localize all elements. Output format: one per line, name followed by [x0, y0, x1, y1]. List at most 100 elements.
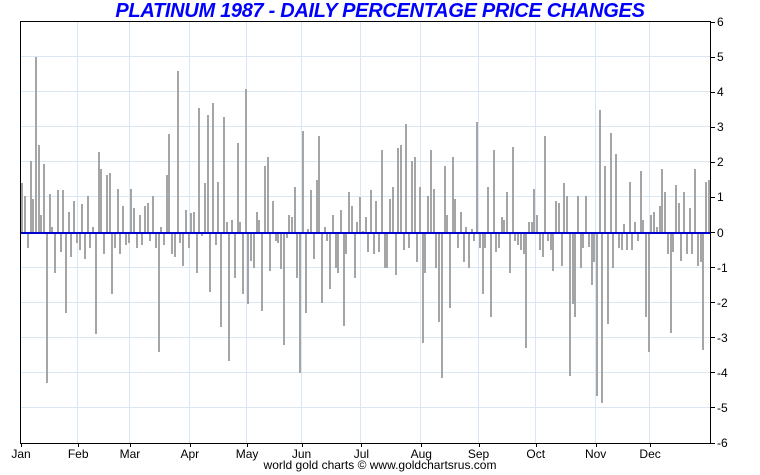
y-axis-label: 1: [717, 190, 724, 205]
daily-change-bar: [694, 169, 696, 233]
daily-change-bar: [680, 232, 683, 261]
y-axis-label: 0: [717, 225, 724, 240]
daily-change-bar: [310, 190, 312, 233]
daily-change-bar: [459, 211, 462, 233]
daily-change-bar: [274, 232, 277, 242]
daily-change-bar: [337, 232, 340, 273]
daily-change-bar: [84, 232, 86, 259]
daily-change-bar: [478, 232, 481, 249]
daily-change-bar: [307, 229, 310, 233]
y-axis-tick: [710, 161, 715, 163]
daily-change-bar: [560, 232, 563, 266]
daily-change-bar: [389, 199, 391, 233]
daily-change-bar: [152, 195, 155, 233]
daily-change-bar: [375, 200, 378, 233]
daily-change-bar: [691, 232, 694, 254]
daily-change-bar: [116, 188, 119, 233]
daily-change-bar: [348, 192, 351, 233]
daily-change-bar: [89, 232, 92, 249]
daily-change-bar: [37, 144, 40, 233]
daily-change-bar: [451, 157, 454, 233]
y-gridline: [21, 126, 710, 128]
daily-change-bar: [675, 185, 677, 233]
daily-change-bar: [56, 190, 59, 233]
daily-change-bar: [135, 232, 138, 249]
daily-change-bar: [277, 232, 280, 243]
daily-change-bar: [67, 211, 70, 233]
y-axis-label: -2: [717, 295, 728, 310]
daily-change-bar: [620, 232, 623, 250]
daily-change-bar: [350, 206, 353, 233]
daily-change-bar: [476, 122, 479, 233]
daily-change-bar: [582, 232, 585, 249]
daily-change-bar: [187, 232, 190, 249]
daily-change-bar: [669, 232, 672, 333]
daily-change-bar: [345, 232, 348, 254]
daily-change-bar: [285, 232, 288, 238]
daily-change-bar: [359, 197, 362, 233]
daily-change-bar: [410, 160, 413, 233]
x-axis-tick: [189, 443, 191, 447]
daily-change-bar: [481, 232, 484, 294]
daily-change-bar: [563, 183, 566, 233]
daily-change-bar: [495, 232, 498, 252]
daily-change-bar: [103, 232, 106, 254]
y-axis-label: 2: [717, 155, 724, 170]
daily-change-bar: [598, 109, 601, 233]
daily-change-bar: [35, 57, 37, 233]
daily-change-bar: [331, 215, 334, 233]
daily-change-bar: [658, 206, 661, 233]
daily-change-bar: [288, 215, 291, 233]
daily-change-bar: [81, 204, 84, 233]
daily-change-bar: [176, 71, 179, 233]
daily-change-bar: [168, 134, 171, 233]
daily-change-bar: [454, 199, 457, 233]
y-axis-label: -4: [717, 365, 728, 380]
y-gridline: [21, 56, 710, 58]
x-axis-label: May: [235, 447, 259, 461]
daily-change-bar: [190, 213, 193, 233]
daily-change-bar: [32, 199, 35, 233]
daily-change-bar: [43, 164, 46, 233]
y-axis-label: -6: [717, 436, 728, 450]
daily-change-bar: [397, 148, 400, 233]
daily-change-bar: [604, 165, 607, 233]
daily-change-bar: [664, 192, 667, 233]
daily-change-bar: [440, 232, 443, 379]
daily-change-bar: [519, 232, 522, 250]
zero-line: [21, 231, 710, 234]
daily-change-bar: [231, 220, 234, 233]
x-axis-tick: [478, 443, 480, 447]
daily-change-bar: [391, 186, 394, 233]
daily-change-bar: [242, 232, 244, 294]
daily-change-bar: [653, 211, 656, 233]
daily-change-bar: [446, 215, 449, 233]
daily-change-bar: [683, 192, 686, 233]
daily-change-bar: [549, 232, 552, 250]
daily-change-bar: [601, 232, 604, 403]
daily-change-bar: [40, 215, 43, 233]
daily-change-bar: [296, 232, 299, 279]
daily-change-bar: [666, 232, 669, 254]
x-axis-label: Oct: [526, 447, 546, 461]
daily-change-bar: [78, 232, 81, 250]
x-axis-label: Feb: [67, 447, 89, 461]
daily-change-bar: [282, 232, 285, 345]
daily-change-bar: [399, 144, 402, 233]
daily-change-bar: [380, 150, 383, 233]
daily-change-bar: [413, 157, 416, 233]
daily-change-bar: [130, 188, 133, 233]
daily-change-bar: [625, 232, 628, 250]
daily-change-bar: [579, 232, 582, 268]
daily-change-bar: [304, 232, 307, 314]
daily-change-bar: [405, 123, 408, 233]
x-axis-tick: [247, 443, 249, 447]
daily-change-bar: [182, 232, 184, 266]
daily-change-bar: [552, 232, 555, 272]
daily-change-bar: [70, 232, 73, 258]
daily-change-bar: [394, 232, 397, 275]
daily-change-bar: [685, 232, 688, 254]
daily-change-bar: [593, 232, 596, 263]
daily-change-bar: [334, 232, 337, 268]
